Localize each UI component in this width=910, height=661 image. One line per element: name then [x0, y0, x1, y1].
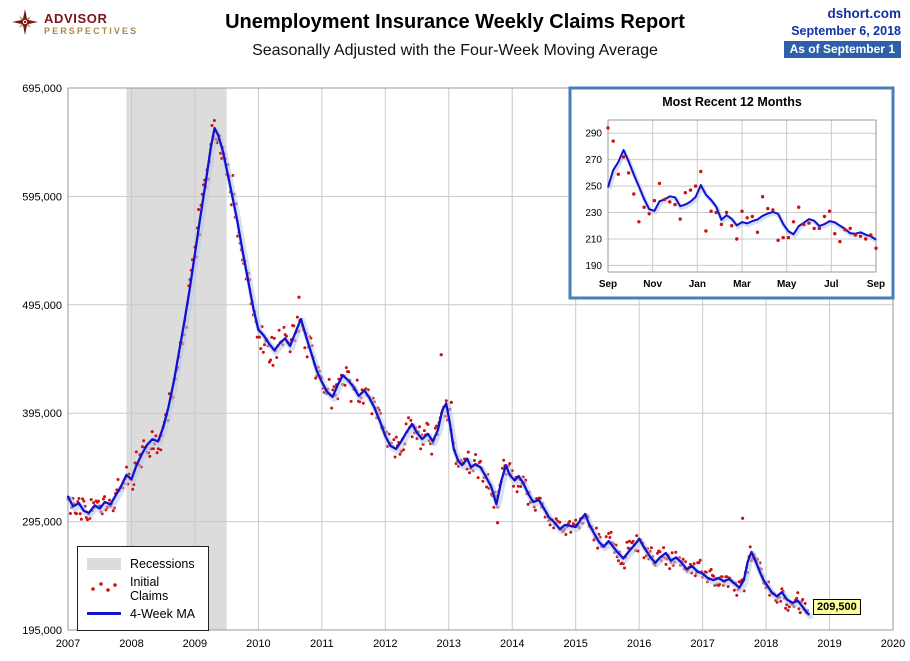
svg-text:270: 270 [585, 155, 602, 166]
logo-text: ADVISOR PERSPECTIVES [44, 12, 138, 37]
inset-claims-dots [606, 126, 878, 250]
inset-ma-line [606, 149, 879, 243]
svg-text:230: 230 [585, 208, 602, 219]
legend-item-recessions: Recessions [87, 551, 199, 576]
svg-text:250: 250 [585, 182, 602, 193]
svg-text:2015: 2015 [563, 638, 587, 650]
latest-value-callout: 209,500 [813, 599, 861, 615]
svg-text:395,000: 395,000 [22, 408, 62, 420]
ma-line [66, 126, 814, 620]
svg-text:Sep: Sep [599, 279, 617, 290]
inset-x-labels: Sep Nov Jan Mar May Jul Sep [599, 279, 885, 290]
compass-rose-icon [12, 9, 38, 40]
chart-legend: Recessions Initial Claims 4-Week MA [77, 546, 209, 631]
svg-text:2012: 2012 [373, 638, 397, 650]
svg-text:2008: 2008 [119, 638, 143, 650]
legend-label-4week-ma: 4-Week MA [130, 606, 196, 621]
svg-text:2013: 2013 [437, 638, 461, 650]
svg-text:2018: 2018 [754, 638, 778, 650]
legend-item-initial-claims: Initial Claims [87, 574, 199, 603]
legend-item-4week-ma: 4-Week MA [87, 601, 199, 626]
svg-text:595,000: 595,000 [22, 191, 62, 203]
svg-text:295,000: 295,000 [22, 517, 62, 529]
svg-text:2016: 2016 [627, 638, 651, 650]
svg-text:Sep: Sep [867, 279, 885, 290]
ma-line-swatch [87, 612, 121, 615]
inset-chart: 190 210 230 250 270 290 Sep Nov Jan Mar May Jul Sep [568, 86, 895, 300]
inset-y-labels: 190 210 230 250 270 290 [585, 129, 602, 272]
page-title: Unemployment Insurance Weekly Claims Rep… [225, 11, 685, 33]
as-of-badge: As of September 1 [783, 40, 901, 59]
svg-text:195,000: 195,000 [22, 625, 62, 637]
svg-text:Jul: Jul [824, 279, 839, 290]
logo-line2: PERSPECTIVES [44, 26, 139, 36]
svg-text:695,000: 695,000 [22, 83, 62, 95]
legend-label-initial-claims: Initial Claims [130, 574, 169, 603]
initial-claims-dots-swatch [87, 580, 121, 597]
svg-text:210: 210 [585, 234, 602, 245]
svg-text:495,000: 495,000 [22, 300, 62, 312]
source-date: September 6, 2018 [791, 23, 901, 38]
advisor-perspectives-logo: ADVISOR PERSPECTIVES [12, 9, 138, 40]
recession-swatch [87, 557, 121, 570]
svg-text:2007: 2007 [56, 638, 80, 650]
svg-text:2010: 2010 [246, 638, 270, 650]
inset-gridlines [607, 119, 877, 273]
svg-text:2019: 2019 [817, 638, 841, 650]
svg-text:190: 190 [585, 261, 602, 272]
svg-text:May: May [777, 279, 797, 290]
svg-text:290: 290 [585, 129, 602, 140]
logo-line1: ADVISOR [44, 11, 108, 26]
y-axis-labels: 195,000 295,000 395,000 495,000 595,000 695,0… [22, 83, 62, 637]
svg-text:Jan: Jan [689, 279, 706, 290]
svg-text:2009: 2009 [183, 638, 207, 650]
svg-text:Nov: Nov [643, 279, 662, 290]
inset-chart-title: Most Recent 12 Months [662, 95, 802, 109]
svg-text:2011: 2011 [310, 638, 334, 650]
svg-text:Mar: Mar [733, 279, 751, 290]
x-axis-labels: 2007 2008 2009 2010 2011 2012 2013 2014 2015 2016… [56, 638, 905, 650]
legend-label-recessions: Recessions [130, 556, 195, 571]
source-block: dshort.com September 6, 2018 As of Septe… [783, 5, 901, 60]
svg-text:2017: 2017 [690, 638, 714, 650]
svg-text:2020: 2020 [881, 638, 905, 650]
source-site-link[interactable]: dshort.com [827, 6, 901, 21]
svg-text:2014: 2014 [500, 638, 524, 650]
page-subtitle: Seasonally Adjusted with the Four-Week M… [252, 42, 658, 59]
